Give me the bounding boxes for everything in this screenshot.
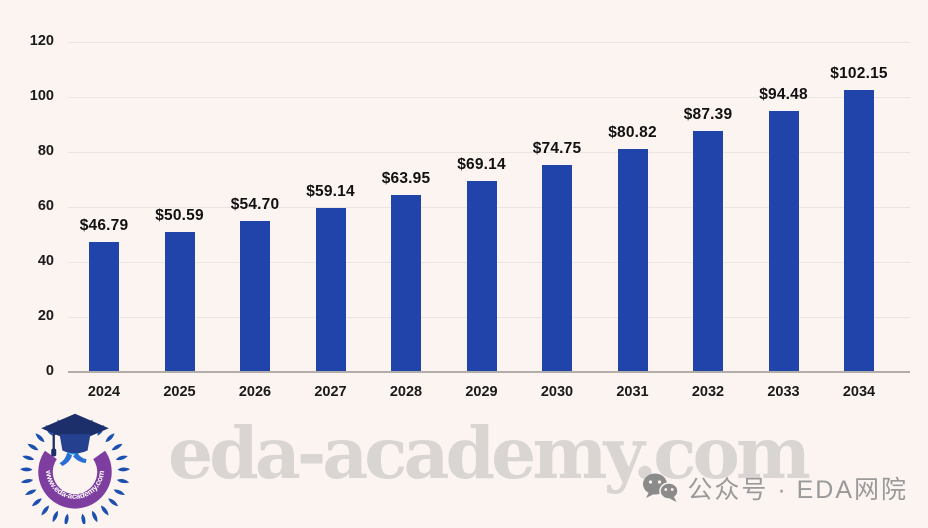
logo-ring — [38, 450, 112, 509]
bar — [617, 148, 648, 371]
bar — [768, 111, 799, 371]
x-tick-label: 2031 — [616, 384, 649, 400]
y-tick-label: 100 — [29, 88, 54, 104]
bar-value-label: $50.59 — [155, 206, 204, 224]
y-tick-label: 80 — [37, 143, 54, 159]
bar-value-label: $102.15 — [830, 65, 888, 83]
y-tick-label: 120 — [29, 33, 54, 49]
plot-area: $46.79 $50.59 $54.70 $59.14 $63.95 $69.14 $74.… — [68, 41, 910, 373]
x-tick-label: 2029 — [465, 384, 498, 400]
bar-value-label: $63.95 — [381, 170, 431, 188]
wechat-account-label: 公众号 · EDA网院 — [687, 476, 908, 504]
y-tick-label: 40 — [37, 253, 54, 269]
bar-value-label: $80.82 — [608, 123, 657, 141]
bar — [89, 242, 119, 371]
gridline — [68, 371, 910, 373]
x-tick-label: 2034 — [842, 384, 876, 400]
bar — [164, 231, 195, 371]
bar — [240, 220, 270, 371]
bar — [391, 195, 421, 371]
x-tick-label: 2028 — [389, 384, 423, 400]
bar — [844, 90, 874, 371]
y-tick-label: 20 — [37, 308, 54, 324]
gridline — [68, 96, 910, 98]
bar-value-label: $46.79 — [79, 217, 129, 235]
graduation-cap-icon — [41, 413, 109, 457]
x-tick-label: 2027 — [314, 384, 347, 400]
x-tick-label: 2030 — [540, 384, 574, 400]
x-tick-label: 2033 — [767, 384, 800, 400]
bar-value-label: $59.14 — [306, 183, 355, 201]
watermark-text: eda-academy.com — [168, 411, 811, 495]
bar-value-label: $87.39 — [683, 105, 733, 123]
gridline — [68, 41, 910, 43]
logo-svg: www.eda-academy.com — [19, 413, 131, 527]
eda-academy-logo: www.eda-academy.com — [16, 408, 134, 528]
wechat-icon — [643, 473, 680, 502]
bar-value-label: $74.75 — [532, 140, 582, 158]
x-tick-label: 2025 — [163, 384, 196, 400]
bar-value-label: $54.70 — [230, 195, 280, 213]
gridline — [68, 151, 910, 153]
bar — [315, 208, 346, 371]
bar-value-label: $69.14 — [457, 155, 506, 173]
wechat-badge: 公众号 · EDA网院 — [641, 470, 908, 506]
y-tick-label: 60 — [37, 198, 54, 214]
y-tick-label: 0 — [45, 363, 54, 379]
bar — [542, 165, 572, 371]
x-tick-label: 2032 — [691, 384, 725, 400]
x-tick-label: 2026 — [238, 384, 272, 400]
bar-value-label: $94.48 — [759, 86, 808, 104]
x-tick-label: 2024 — [87, 384, 121, 400]
bar — [693, 130, 723, 371]
bar — [466, 180, 497, 371]
